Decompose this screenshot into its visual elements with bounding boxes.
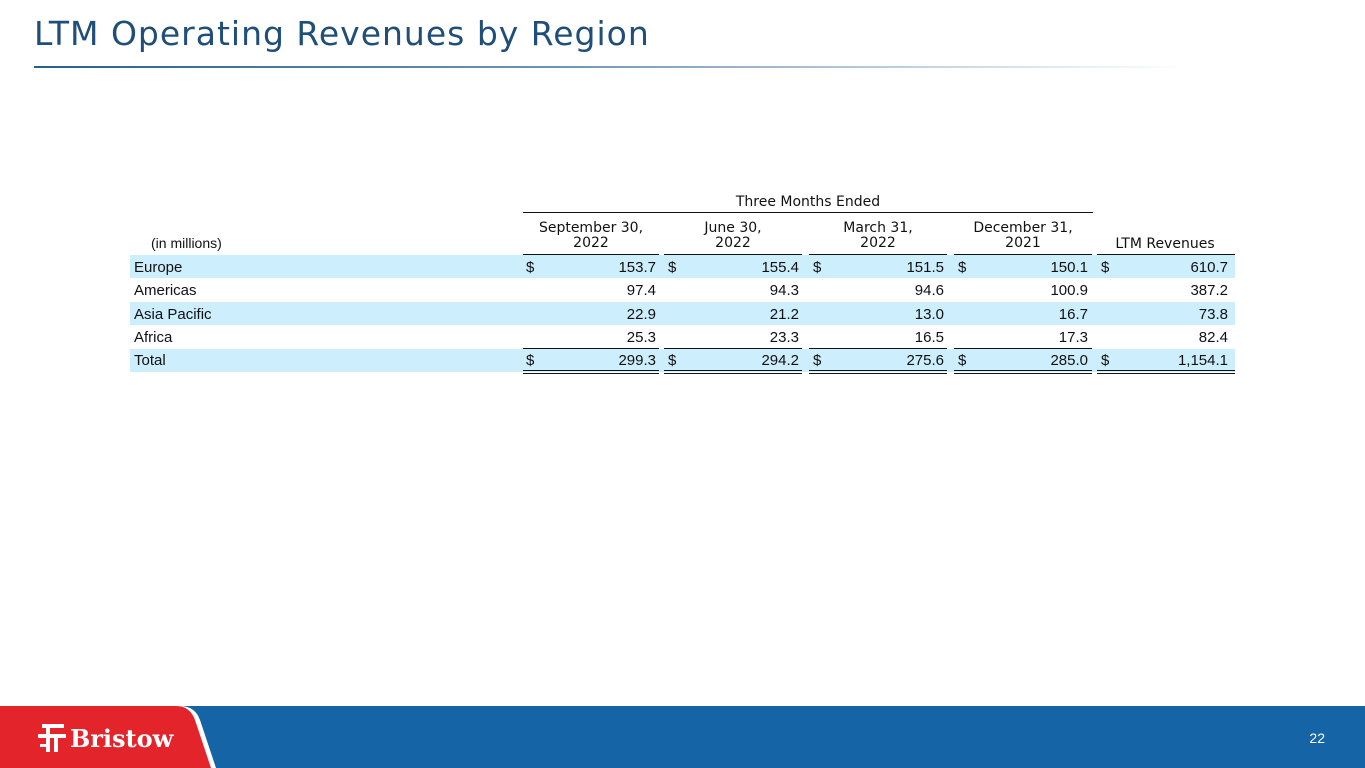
footer-graphic — [0, 706, 1365, 768]
col-header-line2: 2022 — [573, 235, 609, 251]
table-cell: 82.4 — [1198, 329, 1228, 346]
col-header-line1: LTM Revenues — [1115, 236, 1215, 252]
currency-symbol: $ — [813, 352, 822, 369]
row-band — [130, 302, 1235, 325]
page-number: 22 — [1309, 730, 1325, 746]
table-cell: 13.0 — [914, 306, 944, 323]
total-double-rule — [1097, 370, 1235, 374]
revenue-table: Three Months Ended (in millions) Septemb… — [130, 190, 1235, 380]
table-cell: 299.3 — [618, 352, 656, 369]
col-header-dec-2021: December 31, 2021 — [954, 221, 1092, 251]
total-double-rule — [809, 370, 947, 374]
table-cell: 610.7 — [1190, 259, 1228, 276]
currency-symbol: $ — [958, 352, 967, 369]
total-double-rule — [664, 370, 802, 374]
footer-bar: Bristow 22 — [0, 706, 1365, 768]
group-header: Three Months Ended — [735, 194, 881, 210]
subtotal-rule — [954, 348, 1092, 349]
col-header-line2: 2022 — [860, 235, 896, 251]
col-header-line1: September 30, — [538, 220, 644, 236]
table-cell: 1,154.1 — [1177, 352, 1228, 369]
row-label: Americas — [134, 282, 197, 299]
table-cell: 22.9 — [626, 306, 656, 323]
currency-symbol: $ — [958, 259, 967, 276]
table-cell: 97.4 — [626, 282, 656, 299]
header-rule — [954, 254, 1092, 255]
currency-symbol: $ — [1101, 259, 1110, 276]
row-label: Total — [134, 352, 166, 369]
total-double-rule — [523, 370, 659, 374]
total-double-rule — [954, 370, 1092, 374]
table-cell: 23.3 — [769, 329, 799, 346]
table-cell: 16.7 — [1058, 306, 1088, 323]
table-cell: 100.9 — [1050, 282, 1088, 299]
col-header-line2: 2021 — [1005, 235, 1041, 251]
col-header-jun-2022: June 30, 2022 — [664, 221, 802, 251]
row-band — [130, 349, 1235, 372]
table-cell: 155.4 — [761, 259, 799, 276]
header-rule — [664, 254, 802, 255]
table-cell: 21.2 — [769, 306, 799, 323]
subtotal-rule — [523, 348, 659, 349]
currency-symbol: $ — [668, 352, 677, 369]
col-header-line1: December 31, — [973, 220, 1073, 236]
title-underline — [34, 66, 1184, 68]
table-cell: 153.7 — [618, 259, 656, 276]
unit-label: (in millions) — [151, 235, 222, 251]
row-label: Africa — [134, 329, 173, 346]
subtotal-rule — [664, 348, 802, 349]
col-header-ltm: LTM Revenues — [1097, 237, 1233, 252]
header-rule — [523, 254, 659, 255]
table-cell: 387.2 — [1190, 282, 1228, 299]
table-cell: 16.5 — [914, 329, 944, 346]
group-header-rule — [523, 212, 1093, 213]
row-label: Europe — [134, 259, 183, 276]
page-title: LTM Operating Revenues by Region — [34, 14, 650, 53]
header-rule — [809, 254, 947, 255]
table-cell: 150.1 — [1050, 259, 1088, 276]
table-cell: 25.3 — [626, 329, 656, 346]
col-header-line2: 2022 — [715, 235, 751, 251]
col-header-line1: June 30, — [704, 220, 762, 236]
subtotal-rule — [809, 348, 947, 349]
table-cell: 151.5 — [906, 259, 944, 276]
logo-text: Bristow — [70, 724, 174, 753]
table-cell: 94.3 — [769, 282, 799, 299]
currency-symbol: $ — [1101, 352, 1110, 369]
table-cell: 294.2 — [761, 352, 799, 369]
row-label: Asia Pacific — [134, 306, 212, 323]
table-cell: 17.3 — [1058, 329, 1088, 346]
col-header-mar-2022: March 31, 2022 — [809, 221, 947, 251]
currency-symbol: $ — [526, 259, 535, 276]
logo-mark-icon — [38, 724, 66, 752]
currency-symbol: $ — [668, 259, 677, 276]
currency-symbol: $ — [813, 259, 822, 276]
currency-symbol: $ — [526, 352, 535, 369]
header-rule — [1097, 254, 1235, 255]
table-cell: 275.6 — [906, 352, 944, 369]
col-header-line1: March 31, — [843, 220, 913, 236]
table-cell: 73.8 — [1198, 306, 1228, 323]
col-header-sep-2022: September 30, 2022 — [523, 221, 659, 251]
row-band — [130, 255, 1235, 278]
table-cell: 285.0 — [1050, 352, 1088, 369]
table-cell: 94.6 — [914, 282, 944, 299]
